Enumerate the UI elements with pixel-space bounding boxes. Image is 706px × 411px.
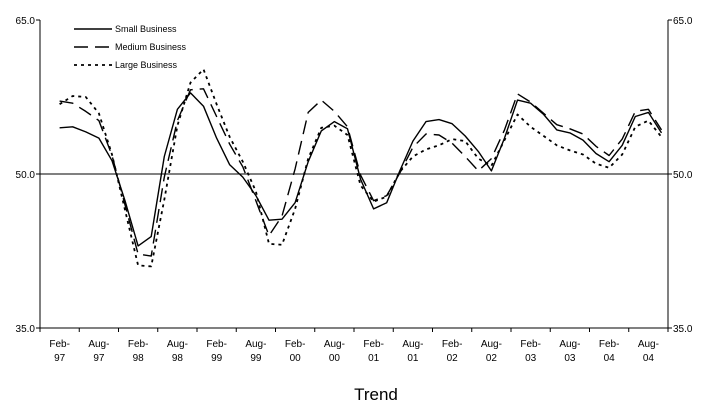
x-tick-label-year: 02	[486, 353, 498, 364]
x-tick-label-year: 01	[407, 353, 419, 364]
x-tick-label-month: Aug-	[167, 339, 188, 350]
legend-label: Large Business	[115, 60, 178, 70]
legend-label: Medium Business	[115, 42, 187, 52]
chart-title: Trend	[354, 385, 398, 404]
x-tick-label-month: Feb-	[206, 339, 227, 350]
x-tick-label-month: Aug-	[481, 339, 502, 350]
legend: Small Business Medium Business Large Busin…	[74, 24, 187, 70]
y-tick-label-right: 50.0	[673, 170, 693, 181]
x-tick-label-year: 97	[54, 353, 66, 364]
x-tick-label-month: Aug-	[638, 339, 659, 350]
x-tick-label-month: Aug-	[88, 339, 109, 350]
y-tick-label-left: 50.0	[16, 170, 36, 181]
y-tick-label-left: 65.0	[16, 16, 36, 27]
x-tick-label-month: Feb-	[442, 339, 463, 350]
x-tick-label-month: Feb-	[285, 339, 306, 350]
x-tick-label-year: 99	[211, 353, 223, 364]
x-tick-label-month: Aug-	[402, 339, 423, 350]
x-tick-label-month: Aug-	[559, 339, 580, 350]
x-tick-label-month: Feb-	[49, 339, 70, 350]
x-tick-label-year: 98	[172, 353, 184, 364]
y-tick-label-right: 65.0	[673, 16, 693, 27]
series-line-small-business	[59, 92, 663, 247]
x-tick-label-month: Feb-	[128, 339, 149, 350]
series-layer	[59, 68, 663, 268]
x-tick-label-year: 00	[290, 353, 302, 364]
x-tick-label-month: Feb-	[599, 339, 620, 350]
x-tick-label-year: 04	[643, 353, 655, 364]
x-tick-label-month: Feb-	[520, 339, 541, 350]
x-tick-label-year: 00	[329, 353, 341, 364]
x-tick-label-year: 99	[250, 353, 262, 364]
series-line-medium-business	[59, 88, 663, 257]
x-tick-label-year: 04	[604, 353, 616, 364]
x-tick-label-year: 03	[564, 353, 576, 364]
x-tick-label-month: Aug-	[324, 339, 345, 350]
x-tick-label-year: 98	[133, 353, 145, 364]
y-tick-label-left: 35.0	[16, 324, 36, 335]
series-line-large-business	[59, 68, 663, 268]
x-tick-label-month: Aug-	[245, 339, 266, 350]
legend-label: Small Business	[115, 24, 177, 34]
axes: 65.0 65.0 50.0 50.0 35.0 35.0 Feb- 97 Aug- 97 Feb-…	[16, 16, 693, 364]
x-tick-label-year: 02	[447, 353, 459, 364]
x-tick-label-year: 03	[525, 353, 537, 364]
x-tick-label-month: Feb-	[363, 339, 384, 350]
x-tick-label-year: 97	[93, 353, 105, 364]
y-tick-label-right: 35.0	[673, 324, 693, 335]
x-tick-label-year: 01	[368, 353, 380, 364]
